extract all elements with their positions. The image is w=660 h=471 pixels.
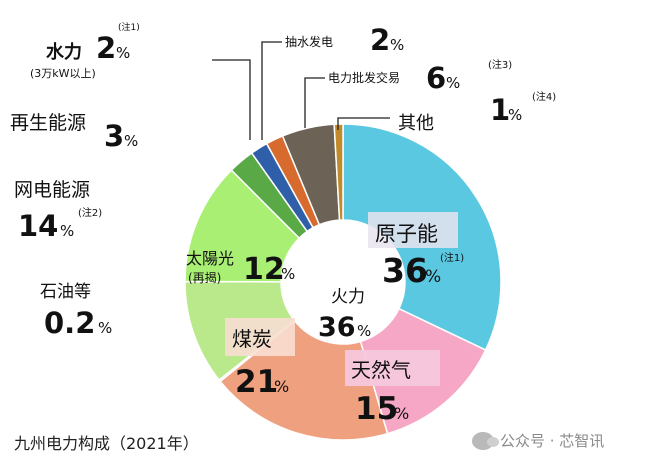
wechat-icon — [472, 431, 499, 450]
leader-wholesale — [304, 77, 325, 128]
nuclear-name: 原子能 — [375, 222, 438, 246]
solar-name: 太陽光 — [186, 249, 234, 268]
nuclear-note: (注1) — [440, 251, 464, 264]
nuclear-label-box — [368, 212, 458, 248]
hydro-pct-sign: % — [116, 44, 130, 62]
solar-sub: (再揭) — [188, 270, 221, 285]
other-pct-sign: % — [508, 106, 522, 124]
other-pct: 1 — [490, 93, 510, 127]
watermark: 公众号 · 芯智讯 — [472, 430, 604, 451]
gas-name: 天然气 — [351, 358, 411, 382]
gas-pct: 15 — [355, 391, 398, 427]
wholesale-note: (注3) — [488, 58, 512, 71]
thermal-name: 火力 — [331, 287, 365, 307]
hydro-name: 水力 — [46, 41, 82, 63]
nuclear-pct: 36 — [382, 251, 428, 290]
leader-hydro — [212, 59, 251, 140]
wholesale-name: 电力批发交易 — [328, 70, 400, 85]
coal-pct: 21 — [235, 364, 278, 400]
net-pct: 14 — [18, 209, 58, 243]
net-note: (注2) — [78, 206, 102, 219]
other-note: (注4) — [532, 90, 556, 103]
pumped-pct: 2 — [370, 23, 390, 57]
renew-pct: 3 — [104, 119, 124, 153]
watermark-text: 公众号 · 芯智讯 — [500, 432, 605, 450]
leader-other — [337, 117, 390, 130]
leader-lines — [212, 41, 390, 140]
oil-name: 石油等 — [40, 282, 91, 302]
hydro-sub: (3万kW以上) — [30, 67, 96, 80]
coal-pct-sign: % — [274, 377, 289, 396]
renew-name: 再生能源 — [10, 112, 86, 134]
net-pct-sign: % — [60, 222, 74, 240]
oil-pct: 0.2 — [44, 306, 95, 340]
wholesale-pct: 6 — [426, 61, 446, 95]
thermal-pct-sign: % — [357, 322, 371, 340]
net-name: 网电能源 — [14, 179, 90, 201]
coal-label-box — [225, 318, 295, 356]
coal-name: 煤炭 — [232, 327, 272, 351]
gas-label-box — [345, 350, 440, 386]
gas-pct-sign: % — [394, 404, 409, 423]
pumped-pct-sign: % — [390, 36, 404, 54]
donut-hole — [281, 220, 405, 344]
other-name: 其他 — [398, 113, 434, 134]
solar-pct: 12 — [243, 252, 285, 287]
oil-pct-sign: % — [98, 319, 112, 337]
renew-pct-sign: % — [124, 132, 138, 150]
nuclear-pct-sign: % — [425, 267, 441, 287]
thermal-pct: 36 — [318, 312, 356, 343]
chart-footer-title: 九州电力构成（2021年） — [14, 434, 199, 453]
hydro-note: (注1) — [118, 21, 140, 33]
pumped-name: 抽水发电 — [285, 34, 333, 49]
wholesale-pct-sign: % — [446, 74, 460, 92]
leader-pumped — [261, 41, 282, 140]
solar-pct-sign: % — [281, 265, 295, 283]
hydro-pct: 2 — [96, 31, 116, 65]
